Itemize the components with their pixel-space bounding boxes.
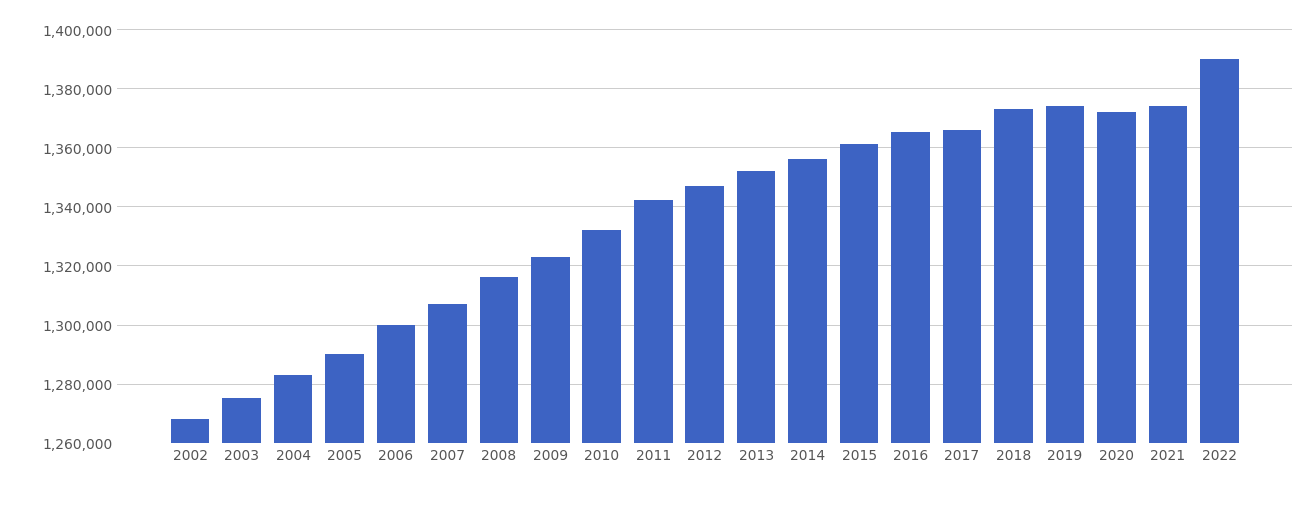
Bar [171, 419, 209, 443]
Bar [685, 186, 724, 443]
Bar [325, 354, 364, 443]
Bar [222, 399, 261, 443]
Bar [1045, 107, 1084, 443]
Bar [531, 257, 569, 443]
Bar [891, 133, 930, 443]
Bar [377, 325, 415, 443]
Bar [994, 109, 1032, 443]
Bar [582, 231, 621, 443]
Bar [840, 145, 878, 443]
Bar [274, 375, 312, 443]
Bar [942, 130, 981, 443]
Bar [737, 172, 775, 443]
Bar [1098, 112, 1135, 443]
Bar [1148, 107, 1188, 443]
Bar [634, 201, 672, 443]
Bar [1201, 60, 1238, 443]
Bar [479, 278, 518, 443]
Bar [788, 160, 827, 443]
Bar [428, 304, 467, 443]
